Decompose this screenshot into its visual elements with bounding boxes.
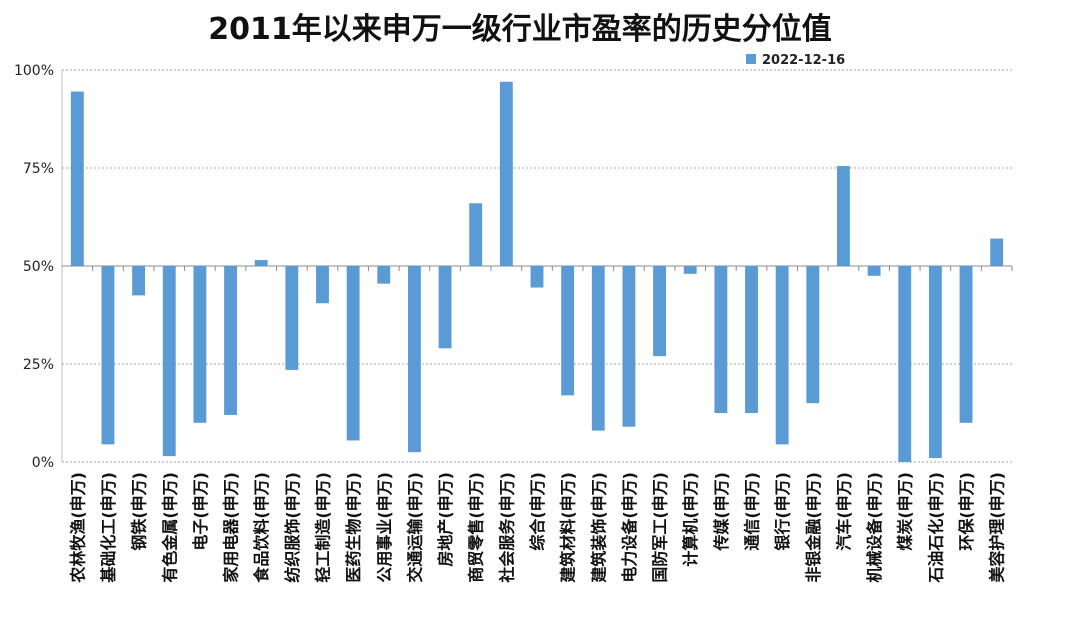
category-label: 机械设备(申万) xyxy=(865,472,884,583)
legend-label: 2022-12-16 xyxy=(762,53,845,68)
bar xyxy=(377,266,391,284)
bar xyxy=(162,266,176,457)
legend-swatch xyxy=(746,54,756,64)
bar xyxy=(775,266,789,445)
category-label: 计算机(申万) xyxy=(681,472,700,567)
category-label: 房地产(申万) xyxy=(436,472,455,567)
bar xyxy=(928,266,942,459)
chart-title: 2011年以来申万一级行业市盈率的历史分位值 xyxy=(208,12,832,47)
bar xyxy=(193,266,207,423)
bar xyxy=(990,238,1004,266)
category-label: 纺织服饰(申万) xyxy=(283,472,302,583)
bar xyxy=(622,266,636,427)
bar xyxy=(561,266,575,396)
bar xyxy=(591,266,605,431)
category-label: 环保(申万) xyxy=(957,472,976,551)
y-tick-label: 0% xyxy=(32,455,54,471)
bar xyxy=(683,266,697,274)
bar xyxy=(653,266,667,357)
category-label: 商贸零售(申万) xyxy=(467,472,486,583)
bar xyxy=(837,166,850,266)
bar xyxy=(867,266,881,276)
category-label: 轻工制造(申万) xyxy=(313,472,332,583)
category-label: 国防军工(申万) xyxy=(651,472,670,583)
category-label: 美容护理(申万) xyxy=(988,472,1007,583)
category-label: 农林牧渔(申万) xyxy=(68,472,87,584)
category-label: 煤炭(申万) xyxy=(896,472,915,551)
y-tick-label: 50% xyxy=(23,259,54,275)
bar xyxy=(132,266,146,296)
category-label: 家用电器(申万) xyxy=(222,472,241,583)
category-label: 汽车(申万) xyxy=(834,472,853,551)
category-label: 食品饮料(申万) xyxy=(252,472,271,584)
category-label: 建筑材料(申万) xyxy=(559,472,578,583)
bar xyxy=(346,266,360,441)
category-label: 社会服务(申万) xyxy=(497,472,516,584)
category-label: 基础化工(申万) xyxy=(99,472,118,584)
category-label: 传媒(申万) xyxy=(712,472,731,552)
category-label: 通信(申万) xyxy=(743,472,762,551)
y-tick-label: 75% xyxy=(23,161,54,177)
y-tick-label: 25% xyxy=(23,357,54,373)
category-label: 非银金融(申万) xyxy=(804,472,823,583)
category-label: 医药生物(申万) xyxy=(344,472,363,583)
bar xyxy=(898,266,912,462)
bar xyxy=(254,260,268,266)
category-label: 石油石化(申万) xyxy=(926,472,945,584)
bar xyxy=(745,266,758,413)
category-label: 综合(申万) xyxy=(528,472,547,551)
category-label: 建筑装饰(申万) xyxy=(589,472,608,583)
bar xyxy=(438,266,452,349)
category-label: 银行(申万) xyxy=(773,472,792,551)
category-label: 交通运输(申万) xyxy=(405,472,424,583)
bar xyxy=(806,266,820,404)
bar xyxy=(407,266,421,453)
category-label: 电子(申万) xyxy=(191,472,210,551)
bar xyxy=(316,266,329,304)
bar xyxy=(285,266,299,370)
category-label: 电力设备(申万) xyxy=(620,472,639,583)
category-label: 有色金属(申万) xyxy=(160,472,179,583)
bar xyxy=(70,91,84,266)
bar xyxy=(530,266,544,288)
category-label: 钢铁(申万) xyxy=(130,472,149,551)
bar xyxy=(101,266,115,445)
bar xyxy=(469,203,483,266)
category-label: 公用事业(申万) xyxy=(375,472,394,583)
bar xyxy=(959,266,973,423)
bar xyxy=(499,81,513,266)
bar xyxy=(224,266,237,415)
y-tick-label: 100% xyxy=(14,63,54,79)
bar xyxy=(714,266,728,413)
